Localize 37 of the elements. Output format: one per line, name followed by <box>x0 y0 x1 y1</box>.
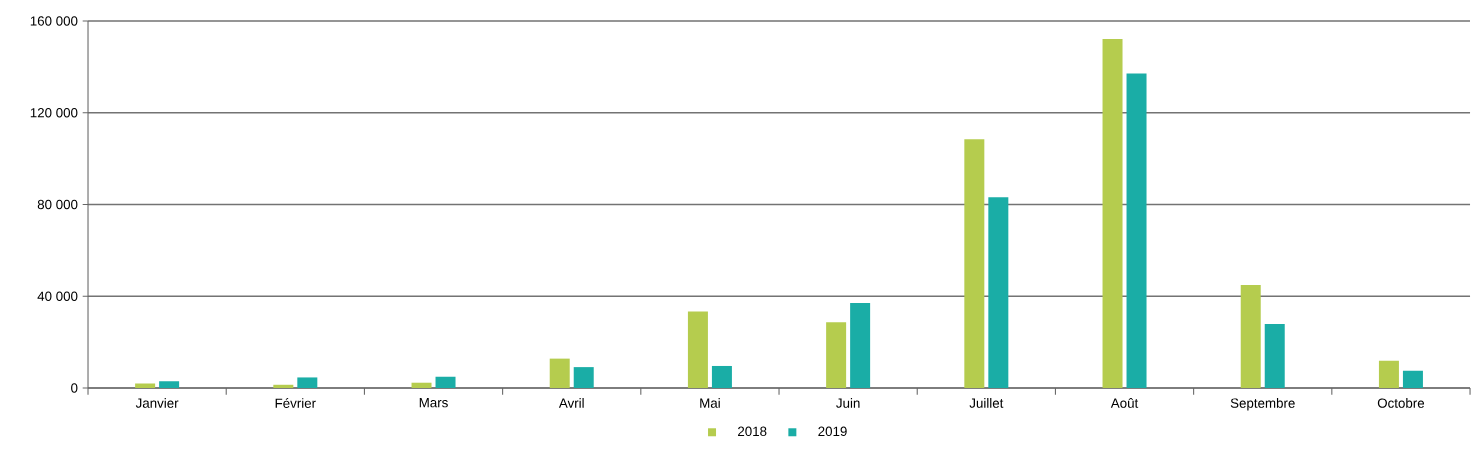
bar <box>435 376 456 388</box>
bar <box>135 383 156 388</box>
bar <box>687 311 708 388</box>
y-tick-label: 40 000 <box>37 291 78 301</box>
x-tick-label: Février <box>275 398 316 408</box>
bar <box>711 365 732 388</box>
bar <box>1102 39 1123 388</box>
x-tick-label: Mars <box>419 398 448 408</box>
legend-label: 2018 <box>738 426 767 437</box>
bar <box>273 384 294 388</box>
bar <box>826 322 847 388</box>
legend-label: 2019 <box>818 426 847 437</box>
x-tick-label: Juin <box>836 398 860 408</box>
bar <box>411 382 432 388</box>
x-tick-label: Avril <box>558 398 584 408</box>
bar <box>988 197 1009 388</box>
y-tick-label: 120 000 <box>30 108 78 118</box>
bar <box>964 139 985 388</box>
bar <box>1240 285 1261 388</box>
bar <box>297 377 318 388</box>
bar <box>549 358 570 388</box>
x-tick-label: Août <box>1110 398 1139 408</box>
bar <box>1264 323 1285 388</box>
y-tick-label: 160 000 <box>30 16 78 26</box>
bar <box>1126 73 1147 388</box>
bar <box>159 381 180 388</box>
x-tick-label: Mai <box>700 398 720 408</box>
bar <box>850 302 871 388</box>
bar <box>1402 370 1423 388</box>
y-tick-label: 80 000 <box>37 199 78 210</box>
y-tick-label: 0 <box>71 383 78 393</box>
x-tick-label: Juillet <box>969 398 1004 408</box>
x-tick-label: Janvier <box>135 398 179 408</box>
x-tick-label: Octobre <box>1377 398 1425 408</box>
bar <box>1378 360 1399 388</box>
x-tick-label: Septembre <box>1230 398 1295 411</box>
bar <box>573 367 594 388</box>
